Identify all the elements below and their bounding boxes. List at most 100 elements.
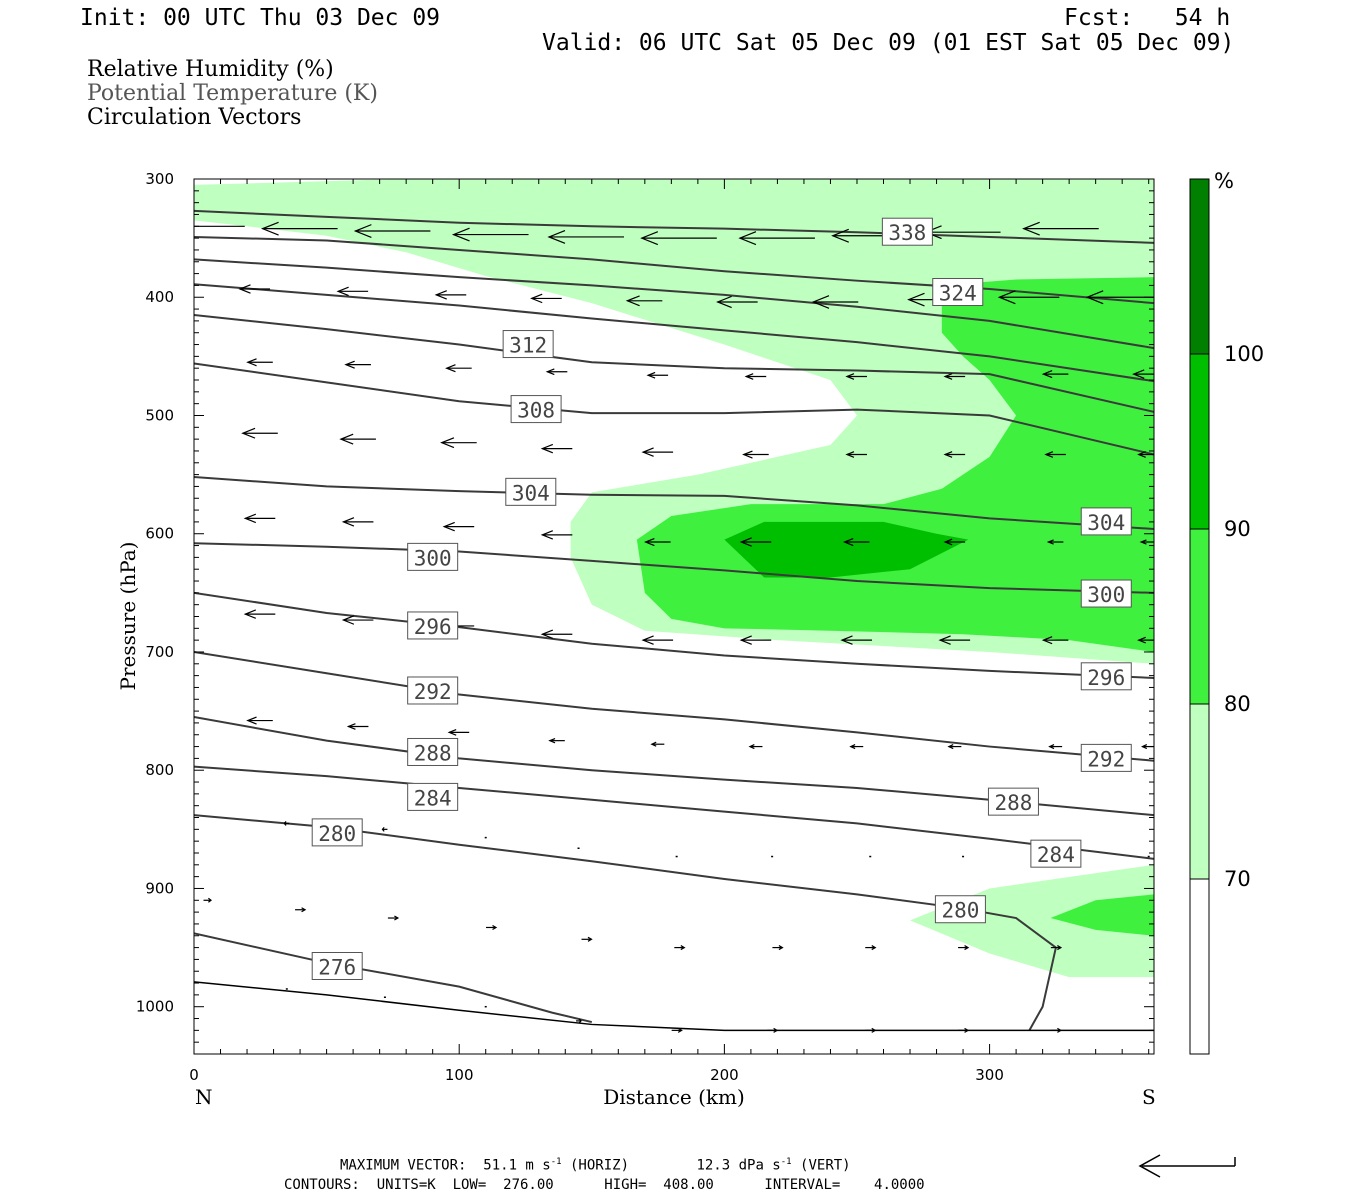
contour-label-box [1030,839,1082,868]
vector-head [1085,290,1104,305]
circulation-vector [339,433,376,445]
vector-head [1132,369,1145,379]
vector-head [907,292,925,307]
circulation-vector [341,615,374,625]
circulation-vector [643,537,671,547]
circulation-vector [650,741,665,747]
vector-head [641,635,654,645]
circulation-vector [445,364,472,373]
x-axis-title: Distance (km) [603,1085,745,1109]
circulation-vector [336,286,369,297]
vector-head [530,293,543,304]
field-rh-title: Relative Humidity (%) [87,57,334,82]
circulation-vector [344,360,371,369]
circulation-vector [241,427,278,439]
circulation-vector [947,744,962,750]
circulation-vector [1137,451,1154,458]
circulation-vector [646,371,669,379]
vector-head [246,358,257,367]
vector-head [339,433,354,445]
contour-label-box [1080,662,1132,691]
vector-head [1044,451,1054,458]
contour-label-box [311,818,363,847]
max-vector-vert-unit: (VERT) [800,1157,851,1174]
contour-label: 308 [517,399,555,423]
vector-head [394,915,400,921]
vector-head [492,924,498,931]
x-tick-label: 0 [189,1066,199,1084]
circulation-vector [865,945,877,951]
colorbar-label: 100 [1224,342,1264,366]
vector-head [646,371,656,379]
circulation-vector [440,437,477,449]
contour-label: 288 [994,791,1032,815]
contour-label: 300 [414,546,452,570]
circulation-vector [260,221,338,236]
field-theta-title: Potential Temperature (K) [87,81,378,106]
circulation-vector [943,373,966,380]
vector-head [748,744,755,750]
circulation-vector [943,451,966,458]
circulation-vector [674,945,686,951]
vector-head [845,373,855,380]
theta-contour-304 [194,475,1154,530]
theta-contour-276 [194,932,593,1024]
circulation-vector [442,521,475,532]
vector-head [943,538,953,546]
circulation-vector [1044,451,1066,458]
vector-head [283,821,287,826]
vector-head [301,907,307,913]
vector-head [241,427,256,439]
circulation-vector [246,358,273,367]
circulation-vector [283,821,290,826]
vector-head [208,897,212,903]
vector-head [1057,1027,1063,1033]
contour-label-box [407,737,459,766]
vector-head [938,635,951,645]
max-vector-horiz: MAXIMUM VECTOR: 51.1 m s [340,1157,551,1174]
colorbar-segment [1189,178,1210,355]
circulation-vector [1041,370,1069,379]
rh-region-90-100-3 [724,521,969,578]
contour-label: 304 [512,481,550,505]
circulation-vector [1137,636,1154,644]
circulation-vector [530,293,562,304]
contour-label-box [1080,579,1132,608]
max-vector-vert: 12.3 dPa s [696,1157,781,1174]
vector-head [447,729,457,736]
circulation-vector [1046,539,1064,545]
vector-head [643,537,655,547]
vector-head [943,451,953,458]
circulation-vector [451,227,529,242]
theta-contour-320 [194,258,1154,350]
circulation-vector [811,295,859,309]
vector-head [947,744,954,750]
circulation-vector [625,295,663,307]
x-end-label-south: S [1142,1085,1156,1109]
vector-head [451,227,470,242]
vector-head [773,1027,779,1033]
circulation-vector [742,450,769,459]
contour-label: 296 [1087,666,1125,690]
vector-head [547,229,566,244]
contour-label: 292 [1087,747,1125,771]
vector-head [1048,744,1055,750]
circulation-vector [997,290,1060,305]
colorbar-unit: % [1214,169,1234,193]
colorbar-segment [1189,528,1210,705]
vector-head [540,443,554,454]
theta-contour-288 [194,716,1154,817]
vector-head [246,716,257,725]
vector-head [964,945,970,951]
circulation-vector [540,443,573,454]
circulation-vector [641,635,674,645]
vector-head [1139,539,1147,545]
valid-time: Valid: 06 UTC Sat 05 Dec 09 (01 EST Sat … [542,30,1235,56]
vector-head [997,290,1016,305]
rh-fill-layer [194,179,1154,978]
colorbar-segment [1189,878,1210,1055]
theta-contour-328 [194,209,1154,244]
vector-head [445,364,456,373]
max-vector-horiz-unit: (HORIZ) [570,1157,630,1174]
vector-head [641,447,654,457]
